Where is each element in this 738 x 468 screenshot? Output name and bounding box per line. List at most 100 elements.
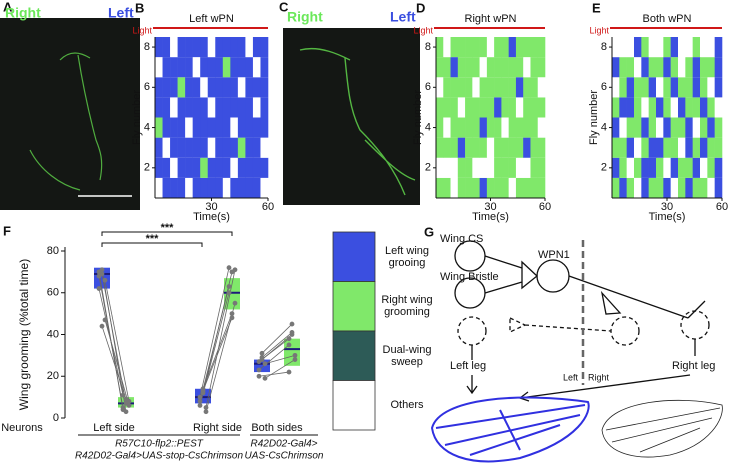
behavior-segment — [648, 77, 657, 98]
behavior-segment — [260, 117, 269, 138]
behavior-segment — [200, 177, 209, 198]
behavior-segment — [479, 157, 488, 178]
data-point — [286, 336, 292, 342]
y-tick-label: 2 — [601, 162, 607, 174]
legend-label: Right wing grooming — [381, 294, 433, 319]
x-tick-label: Both sides — [251, 422, 303, 434]
behavior-segment — [537, 157, 546, 178]
x-tick-label: Left side — [93, 422, 135, 434]
y-tick-label: 8 — [425, 41, 431, 53]
behavior-segment — [170, 117, 178, 138]
behavior-segment — [155, 117, 163, 138]
significance-label: *** — [146, 233, 160, 245]
behavior-segment — [501, 37, 509, 58]
behavior-segment — [678, 177, 686, 198]
y-axis-label: Fly number — [588, 90, 600, 145]
behavior-segment — [207, 57, 216, 78]
behavior-segment — [155, 97, 163, 118]
behavior-segment — [436, 177, 444, 198]
behavior-segment — [465, 177, 473, 198]
behavior-segment — [252, 137, 261, 158]
behavior-segment — [230, 97, 239, 118]
y-tick-label: 40 — [47, 328, 59, 340]
behavior-segment — [162, 177, 171, 198]
behavior-segment — [230, 57, 239, 78]
behavior-segment — [530, 137, 539, 158]
behavior-segment — [648, 97, 657, 118]
behavior-segment — [537, 177, 546, 198]
panel-label: D — [416, 0, 425, 15]
behavior-segment — [177, 97, 186, 118]
behavior-segment — [612, 117, 620, 138]
behavior-segment — [626, 77, 635, 98]
behavior-segment — [692, 137, 701, 158]
behavior-segment — [443, 97, 451, 118]
behavior-segment — [215, 137, 224, 158]
behavior-segment — [707, 97, 715, 118]
behavior-segment — [641, 37, 649, 58]
behavior-segment — [472, 157, 480, 178]
behavior-segment — [714, 77, 723, 98]
behavior-segment — [641, 97, 649, 118]
behavior-segment — [177, 157, 186, 178]
side-label: Left — [108, 5, 134, 21]
behavior-segment — [626, 97, 635, 118]
behavior-segment — [663, 157, 671, 178]
behavior-segment — [515, 137, 524, 158]
behavior-segment — [508, 157, 517, 178]
behavior-segment — [479, 57, 488, 78]
behavior-segment — [619, 97, 627, 118]
pair-line — [205, 303, 236, 412]
behavior-segment — [685, 37, 693, 58]
chart-title: Both wPN — [643, 13, 692, 25]
behavior-segment — [260, 157, 269, 178]
behavior-segment — [260, 137, 269, 158]
behavior-segment — [222, 37, 231, 58]
behavior-segment — [260, 177, 269, 198]
pair-line — [264, 354, 296, 365]
behavior-segment — [530, 57, 539, 78]
behavior-segment — [707, 137, 715, 158]
data-point — [197, 394, 203, 400]
behavior-segment — [162, 77, 171, 98]
wing-outline — [601, 399, 723, 458]
pair-line — [202, 317, 233, 392]
y-tick-label: 6 — [144, 81, 150, 93]
x-tick-label: 30 — [205, 201, 217, 213]
behavior-segment — [486, 77, 495, 98]
behavior-segment — [450, 97, 459, 118]
behavior-segment — [707, 37, 715, 58]
side-label: Left — [563, 372, 579, 382]
behavior-segment — [177, 177, 186, 198]
behavior-segment — [670, 117, 679, 138]
behavior-segment — [237, 97, 246, 118]
behavior-segment — [494, 117, 502, 138]
y-tick-label: 4 — [425, 121, 431, 133]
behavior-segment — [222, 57, 231, 78]
behavior-segment — [515, 77, 524, 98]
x-axis-label: Time(s) — [193, 211, 230, 223]
behavior-segment — [648, 137, 657, 158]
behavior-segment — [634, 37, 642, 58]
behavior-segment — [245, 77, 254, 98]
behavior-segment — [494, 37, 502, 58]
pair-line — [258, 371, 290, 377]
data-point — [229, 315, 235, 321]
behavior-segment — [252, 157, 261, 178]
legend-swatch — [332, 281, 376, 332]
behavior-segment — [457, 137, 466, 158]
behavior-segment — [170, 37, 178, 58]
data-point — [99, 267, 105, 273]
behavior-segment — [663, 97, 671, 118]
y-tick-label: 2 — [144, 162, 150, 174]
behavior-segment — [185, 117, 193, 138]
data-point — [256, 359, 262, 365]
data-point — [232, 267, 238, 273]
behavior-segment — [465, 77, 473, 98]
x-tick-label: 60 — [716, 201, 728, 213]
behavior-segment — [185, 137, 193, 158]
behavior-segment — [436, 137, 444, 158]
behavior-segment — [692, 57, 701, 78]
behavior-segment — [245, 177, 254, 198]
node-label: WPN1 — [538, 249, 570, 261]
